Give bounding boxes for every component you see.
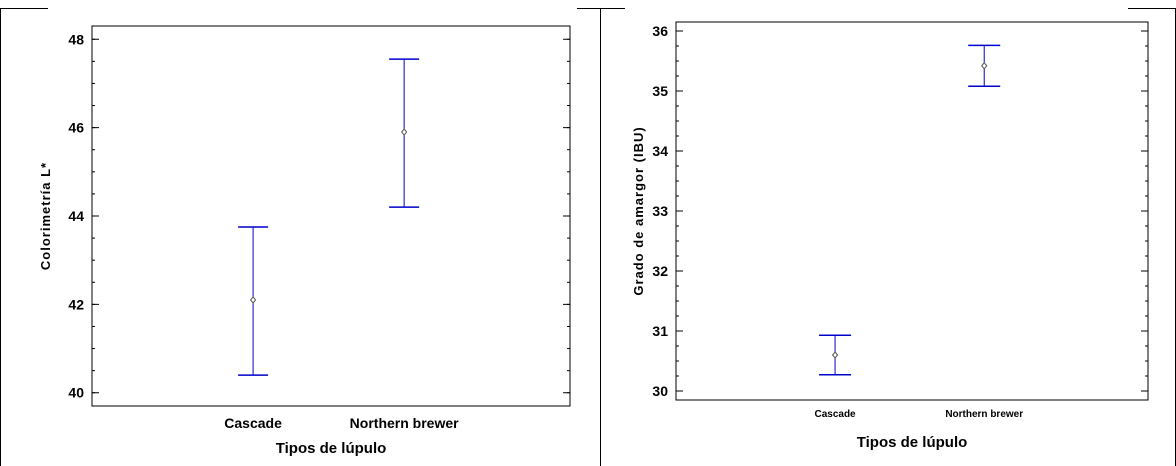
x-category-label: Northern brewer: [350, 415, 459, 431]
y-tick-label: 48: [68, 31, 84, 47]
top-rule-right: [1128, 8, 1176, 9]
top-rule-left: [0, 8, 48, 9]
mean-marker: [981, 62, 988, 70]
left-rule: [0, 8, 1, 466]
x-axis-label: Tipos de lúpulo: [276, 440, 387, 457]
x-category-label: Northern brewer: [945, 409, 1023, 420]
y-tick-label: 40: [68, 385, 84, 401]
y-tick-label: 42: [68, 296, 84, 312]
mean-marker: [831, 351, 839, 359]
x-axis-label: Tipos de lúpulo: [857, 434, 968, 451]
x-category-label: Cascade: [814, 409, 856, 420]
colorimetry-chart: 40 42 44 46 48 Cascade Northern brewer Tipos de…: [38, 25, 571, 457]
plot-frame: [675, 21, 1149, 401]
top-rule-mid: [577, 8, 625, 9]
y-tick-label: 34: [652, 143, 668, 159]
y-tick-label: 33: [652, 203, 668, 219]
x-category-label: Cascade: [224, 415, 282, 431]
mean-marker: [249, 296, 257, 304]
middle-rule: [600, 8, 601, 466]
y-tick-label: 44: [68, 208, 84, 224]
y-tick-label: 35: [652, 83, 668, 99]
y-axis-label: Colorimetría L*: [38, 162, 53, 270]
bitterness-chart: 30 31 32 33 34 35 36 Cascade Northern brewer Tipo…: [631, 21, 1149, 451]
plot-frame: [91, 25, 571, 407]
y-tick-label: 30: [652, 383, 668, 399]
y-axis-label: Grado de amargor (IBU): [631, 126, 646, 295]
y-tick-label: 32: [652, 263, 668, 279]
y-tick-label: 31: [652, 323, 668, 339]
y-tick-label: 46: [68, 120, 84, 136]
y-tick-label: 36: [652, 23, 668, 39]
mean-marker: [400, 128, 408, 136]
